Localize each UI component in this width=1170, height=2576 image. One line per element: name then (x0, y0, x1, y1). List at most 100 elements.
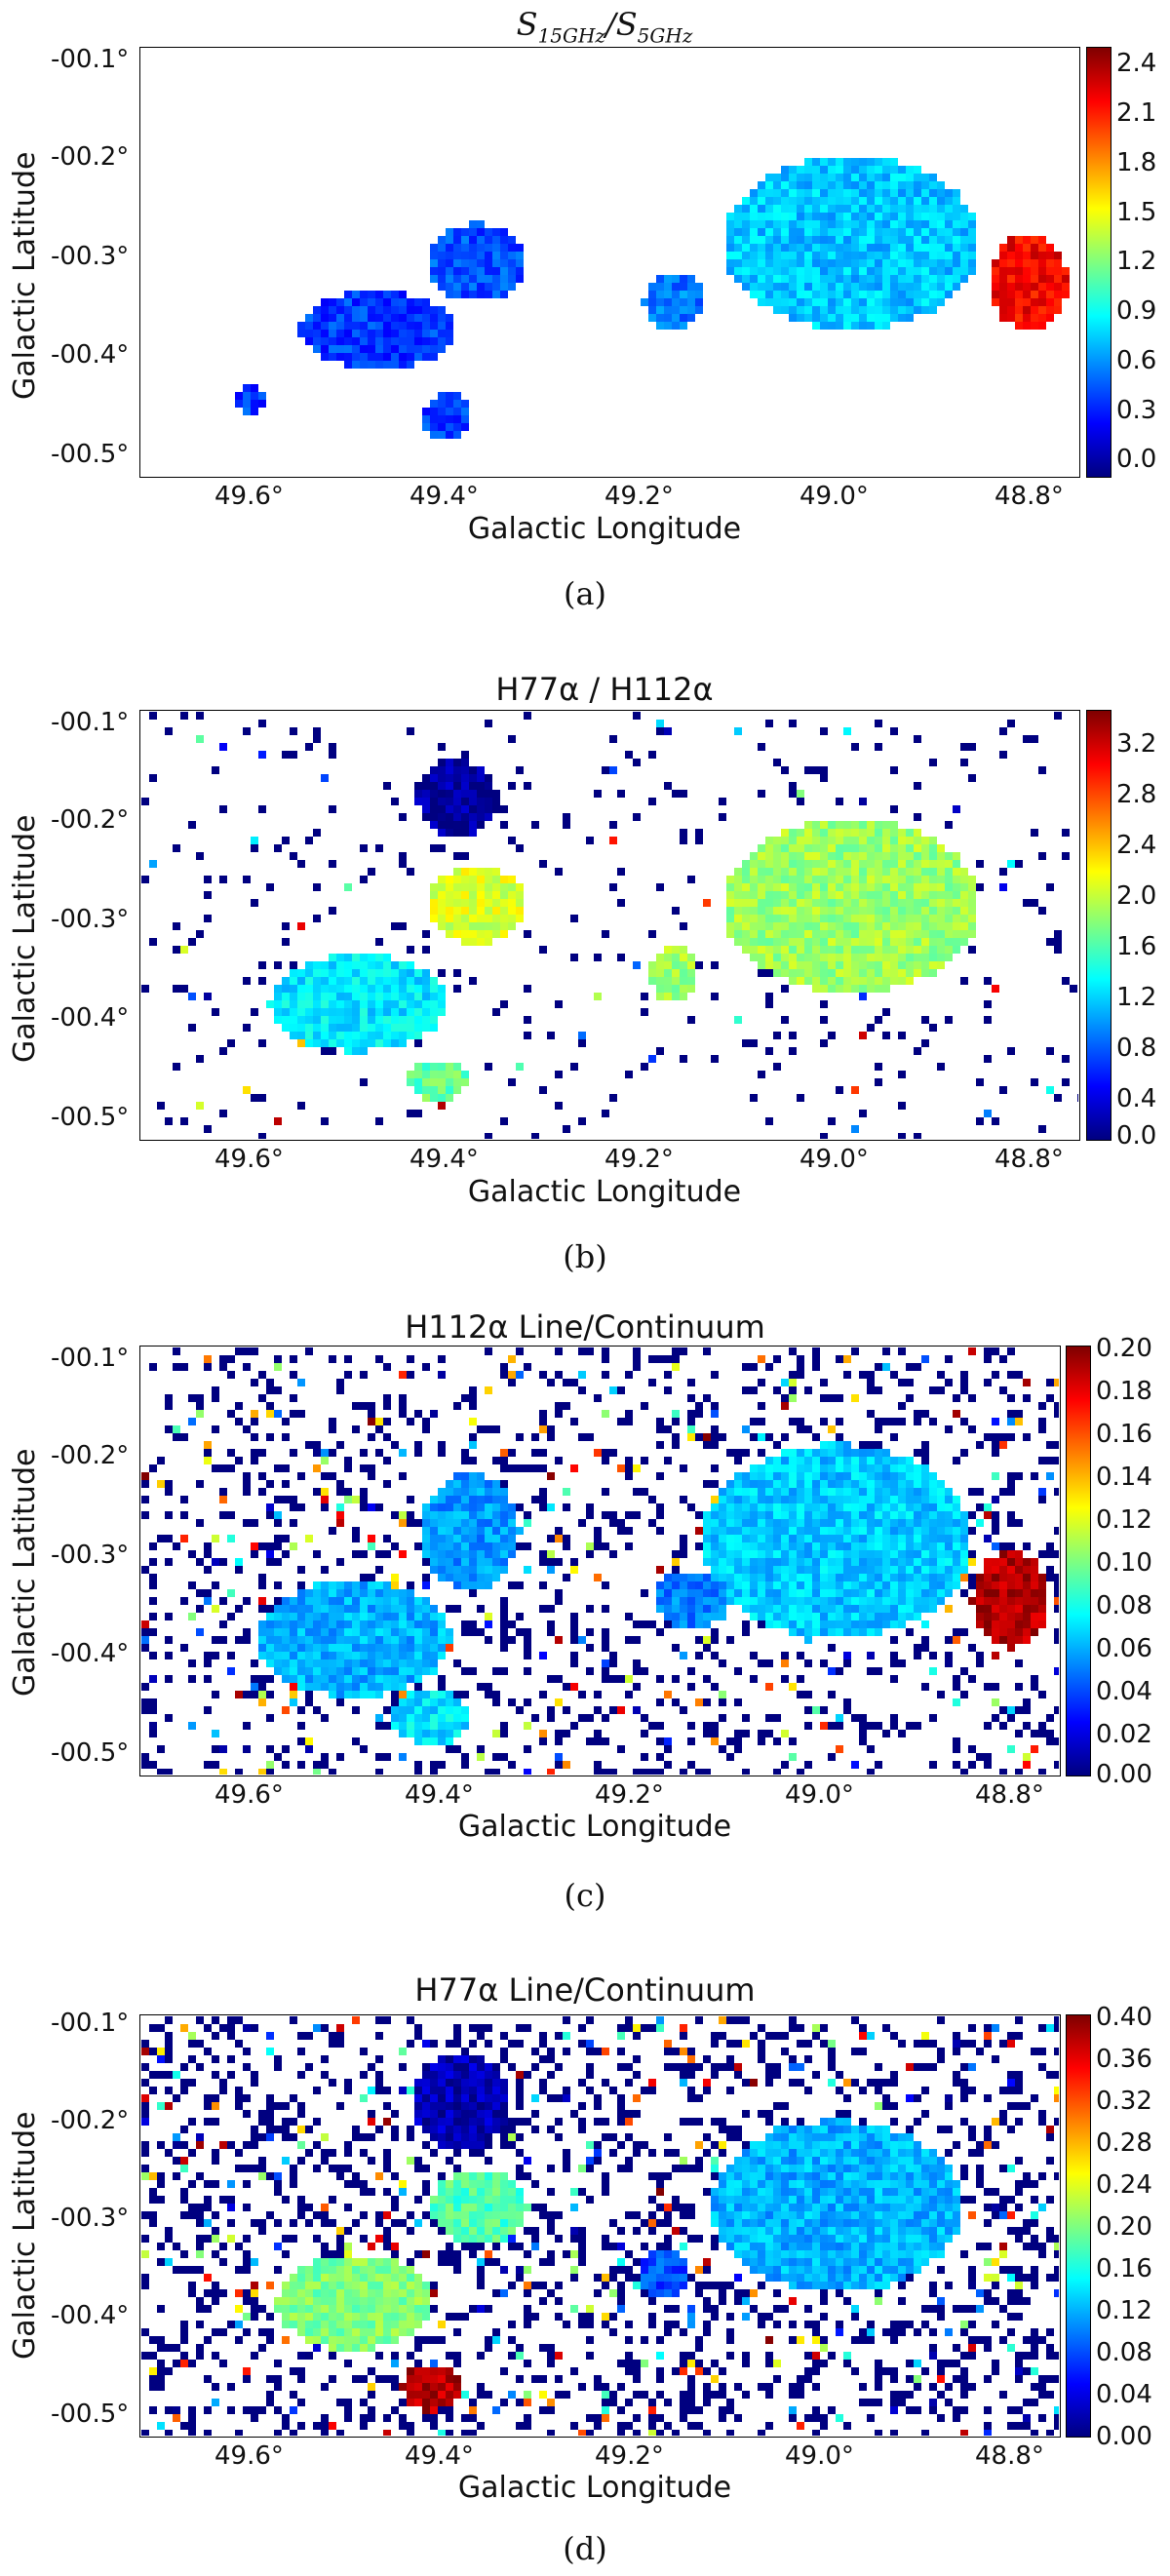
heatmap-cell (789, 977, 797, 985)
heatmap-cell (719, 1574, 726, 1581)
heatmap-cell (633, 1769, 641, 1775)
heatmap-cell (960, 1550, 968, 1558)
heatmap-cell (906, 868, 914, 876)
heatmap-cell (500, 1558, 508, 1566)
heatmap-cell (836, 197, 843, 205)
heatmap-cell (797, 969, 804, 977)
heatmap-cell (836, 922, 843, 930)
heatmap-cell (695, 829, 703, 837)
heatmap-cell (929, 1496, 937, 1503)
colorbar-tick: 0.9 (1116, 296, 1157, 326)
heatmap-cell (531, 821, 539, 829)
heatmap-cell (165, 1535, 173, 1542)
heatmap-cell (360, 1039, 368, 1047)
heatmap-cell (1038, 298, 1046, 306)
heatmap-cell (477, 1519, 485, 1527)
heatmap-cell (508, 1550, 516, 1558)
heatmap-cell (664, 961, 672, 969)
heatmap-cell (383, 1008, 391, 1016)
heatmap-cell (235, 392, 243, 400)
heatmap-cell (1023, 1722, 1031, 1730)
heatmap-cell (726, 267, 734, 275)
heatmap-cell (508, 1698, 516, 1706)
heatmap-cell (430, 1628, 438, 1636)
heatmap-cell (960, 275, 968, 283)
heatmap-cell (828, 1511, 836, 1519)
heatmap-cell (648, 961, 656, 969)
heatmap-cell (352, 1628, 360, 1636)
heatmap-cell (664, 1761, 672, 1769)
heatmap-cell (999, 1386, 1007, 1394)
heatmap-cell (836, 314, 843, 322)
heatmap-cell (773, 1496, 781, 1503)
heatmap-cell (430, 306, 438, 314)
heatmap-cell (446, 1698, 453, 1706)
heatmap-cell (219, 1511, 227, 1519)
heatmap-cell (836, 969, 843, 977)
heatmap-cell (313, 993, 321, 1000)
heatmap-cell (461, 798, 469, 805)
heatmap-cell (984, 1566, 992, 1574)
heatmap-cell (383, 1457, 391, 1464)
heatmap-cell (867, 322, 875, 330)
heatmap-cell (266, 883, 274, 891)
heatmap-cell (461, 1457, 469, 1464)
heatmap-cell (797, 1355, 804, 1363)
heatmap-cell (438, 1644, 446, 1652)
heatmap-cell (992, 1636, 999, 1644)
heatmap-cell (836, 1472, 843, 1480)
heatmap-cell (945, 252, 953, 259)
heatmap-cell (929, 306, 937, 314)
heatmap-cell (742, 1550, 750, 1558)
heatmap-cell (1031, 829, 1038, 837)
heatmap-cell (742, 1542, 750, 1550)
heatmap-cell (524, 1016, 531, 1024)
heatmap-cell (321, 1024, 329, 1032)
heatmap-cell (305, 1691, 313, 1698)
heatmap-cell (851, 158, 859, 166)
heatmap-cell (773, 291, 781, 298)
heatmap-cell (141, 1706, 149, 1714)
heatmap-cell (297, 1008, 305, 1016)
heatmap-cell (843, 899, 851, 907)
heatmap-cell (1054, 1605, 1059, 1613)
heatmap-cell (797, 1581, 804, 1589)
heatmap-cell (906, 306, 914, 314)
heatmap-cell (282, 1706, 290, 1714)
heatmap-cell (438, 1449, 446, 1457)
heatmap-cell (383, 993, 391, 1000)
heatmap-cell (430, 345, 438, 353)
heatmap-cell (321, 314, 329, 322)
heatmap-cell (773, 259, 781, 267)
heatmap-cell (765, 1581, 773, 1589)
heatmap-cell (352, 361, 360, 369)
heatmap-cell (477, 283, 485, 291)
heatmap-cell (914, 852, 921, 860)
heatmap-cell (960, 1691, 968, 1698)
heatmap-cell (765, 1566, 773, 1574)
heatmap-cell (680, 1652, 687, 1659)
heatmap-cell (243, 1488, 251, 1496)
heatmap-cell (375, 1016, 383, 1024)
heatmap-cell (399, 306, 407, 314)
heatmap-cell (875, 291, 882, 298)
heatmap-cell (477, 813, 485, 821)
heatmap-cell (360, 1503, 368, 1511)
heatmap-cell (953, 205, 960, 213)
heatmap-cell (758, 1581, 765, 1589)
heatmap-cell (1054, 1527, 1059, 1535)
heatmap-cell (828, 1496, 836, 1503)
heatmap-cell (711, 1683, 719, 1691)
heatmap-cell (602, 1457, 609, 1464)
heatmap-cell (797, 1488, 804, 1496)
heatmap-cell (882, 181, 890, 189)
heatmap-cell (687, 977, 695, 985)
heatmap-cell (672, 1363, 680, 1371)
heatmap-cell (500, 883, 508, 891)
heatmap-cell (890, 298, 898, 306)
heatmap-cell (758, 743, 765, 751)
heatmap-cell (438, 252, 446, 259)
heatmap-cell (461, 244, 469, 252)
heatmap-cell (789, 1449, 797, 1457)
heatmap-cell (219, 1110, 227, 1117)
